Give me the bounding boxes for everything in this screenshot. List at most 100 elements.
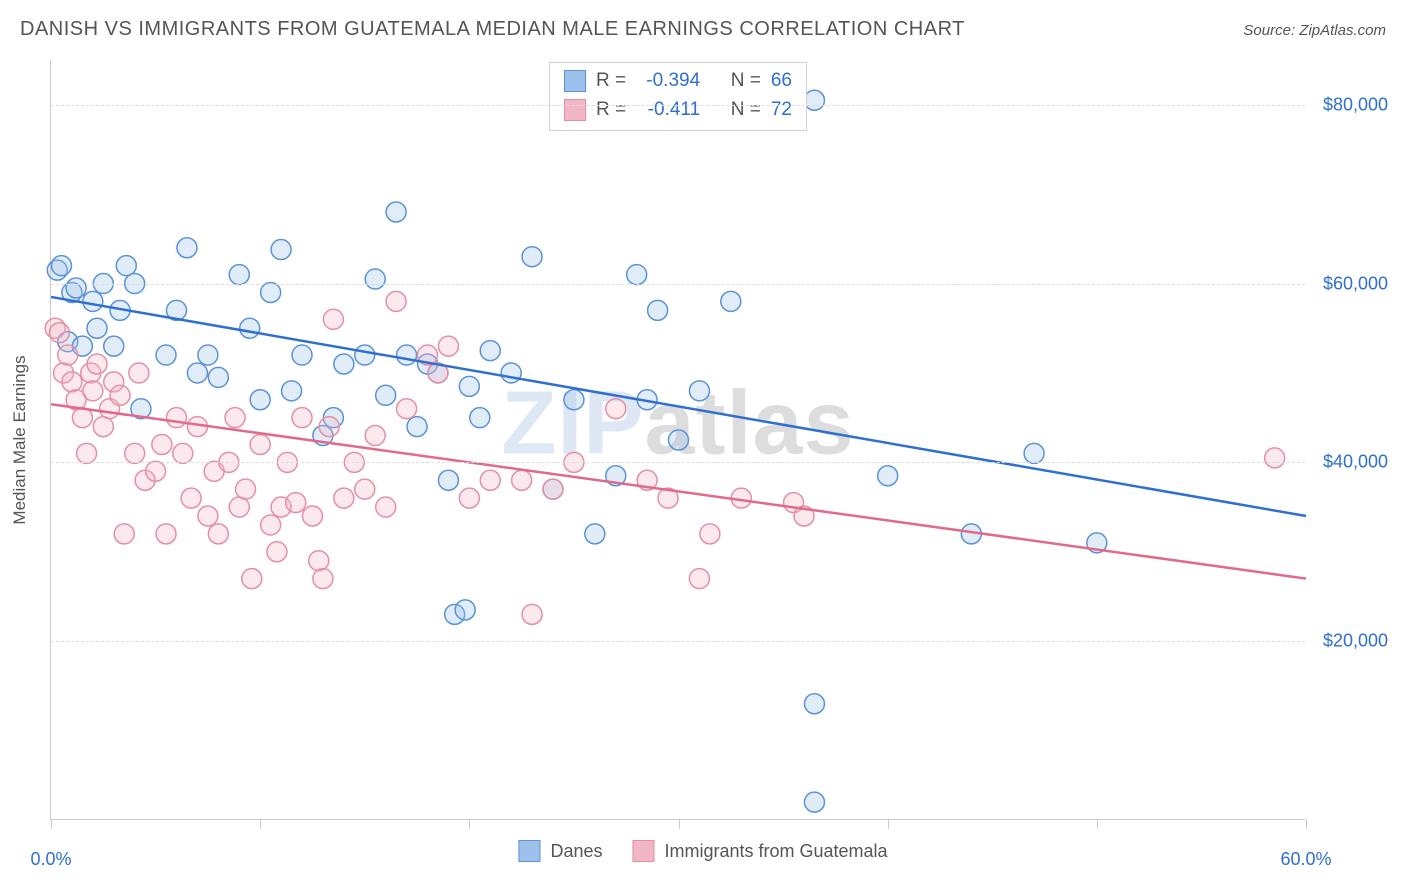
data-point-guatemala: [543, 479, 563, 499]
swatch-icon: [632, 840, 654, 862]
data-point-guatemala: [181, 488, 201, 508]
legend-label: Immigrants from Guatemala: [664, 841, 887, 862]
data-point-guatemala: [114, 524, 134, 544]
data-point-guatemala: [302, 506, 322, 526]
data-point-guatemala: [208, 524, 228, 544]
data-point-guatemala: [156, 524, 176, 544]
data-point-guatemala: [376, 497, 396, 517]
gridline: [51, 284, 1305, 285]
data-point-danes: [459, 376, 479, 396]
data-point-guatemala: [110, 385, 130, 405]
data-point-danes: [564, 390, 584, 410]
source-prefix: Source:: [1243, 22, 1299, 39]
x-tick-mark: [679, 819, 680, 829]
x-tick-mark: [1306, 819, 1307, 829]
data-point-guatemala: [125, 443, 145, 463]
r-value: -0.411: [636, 96, 700, 125]
source-attribution: Source: ZipAtlas.com: [1243, 22, 1386, 39]
plot-canvas: [51, 60, 1306, 820]
data-point-danes: [397, 345, 417, 365]
data-point-danes: [156, 345, 176, 365]
n-value: 66: [771, 67, 792, 96]
y-tick-label: $60,000: [1323, 273, 1388, 294]
data-point-guatemala: [198, 506, 218, 526]
data-point-guatemala: [93, 417, 113, 437]
data-point-guatemala: [1265, 448, 1285, 468]
x-tick-label: 0.0%: [30, 849, 71, 870]
stats-row-danes: R = -0.394 N = 66: [564, 67, 792, 96]
x-tick-mark: [1097, 819, 1098, 829]
data-point-guatemala: [250, 434, 270, 454]
swatch-icon: [518, 840, 540, 862]
data-point-danes: [585, 524, 605, 544]
data-point-danes: [804, 90, 824, 110]
data-point-guatemala: [309, 551, 329, 571]
data-point-danes: [229, 265, 249, 285]
y-axis-label: Median Male Earnings: [10, 355, 30, 524]
y-tick-label: $40,000: [1323, 452, 1388, 473]
data-point-danes: [501, 363, 521, 383]
data-point-danes: [386, 202, 406, 222]
data-point-danes: [198, 345, 218, 365]
n-label: N =: [731, 67, 761, 96]
data-point-guatemala: [397, 399, 417, 419]
data-point-danes: [271, 240, 291, 260]
data-point-guatemala: [49, 323, 69, 343]
data-point-guatemala: [62, 372, 82, 392]
chart-title: DANISH VS IMMIGRANTS FROM GUATEMALA MEDI…: [20, 18, 965, 41]
data-point-guatemala: [77, 443, 97, 463]
data-point-danes: [376, 385, 396, 405]
source-name: ZipAtlas.com: [1299, 22, 1386, 39]
data-point-danes: [334, 354, 354, 374]
data-point-guatemala: [146, 461, 166, 481]
data-point-guatemala: [606, 399, 626, 419]
data-point-guatemala: [386, 291, 406, 311]
data-point-danes: [804, 792, 824, 812]
data-point-danes: [87, 318, 107, 338]
swatch-icon: [564, 99, 586, 121]
data-point-guatemala: [365, 426, 385, 446]
data-point-danes: [83, 291, 103, 311]
x-tick-mark: [51, 819, 52, 829]
data-point-danes: [355, 345, 375, 365]
data-point-danes: [365, 269, 385, 289]
data-point-danes: [470, 408, 490, 428]
data-point-danes: [104, 336, 124, 356]
r-value: -0.394: [636, 67, 700, 96]
data-point-guatemala: [225, 408, 245, 428]
data-point-danes: [627, 265, 647, 285]
data-point-guatemala: [522, 604, 542, 624]
data-point-danes: [250, 390, 270, 410]
stats-row-guatemala: R =-0.411 N = 72: [564, 96, 792, 125]
legend-item-danes: Danes: [518, 840, 602, 862]
x-tick-mark: [469, 819, 470, 829]
data-point-guatemala: [319, 417, 339, 437]
data-point-guatemala: [292, 408, 312, 428]
correlation-stats-box: R = -0.394 N = 66R =-0.411 N = 72: [549, 62, 807, 131]
legend-label: Danes: [550, 841, 602, 862]
y-tick-label: $80,000: [1323, 94, 1388, 115]
data-point-danes: [522, 247, 542, 267]
data-point-danes: [187, 363, 207, 383]
data-point-danes: [261, 282, 281, 302]
data-point-danes: [51, 256, 71, 276]
data-point-danes: [282, 381, 302, 401]
data-point-danes: [66, 278, 86, 298]
data-point-danes: [669, 430, 689, 450]
data-point-guatemala: [242, 569, 262, 589]
data-point-danes: [177, 238, 197, 258]
x-tick-label: 60.0%: [1280, 849, 1331, 870]
data-point-guatemala: [700, 524, 720, 544]
data-point-guatemala: [83, 381, 103, 401]
data-point-guatemala: [167, 408, 187, 428]
data-point-guatemala: [689, 569, 709, 589]
data-point-guatemala: [87, 354, 107, 374]
gridline: [51, 641, 1305, 642]
r-label: R =: [596, 67, 626, 96]
data-point-guatemala: [334, 488, 354, 508]
data-point-danes: [804, 694, 824, 714]
data-point-guatemala: [236, 479, 256, 499]
data-point-guatemala: [459, 488, 479, 508]
legend-item-guatemala: Immigrants from Guatemala: [632, 840, 887, 862]
data-point-danes: [438, 470, 458, 490]
